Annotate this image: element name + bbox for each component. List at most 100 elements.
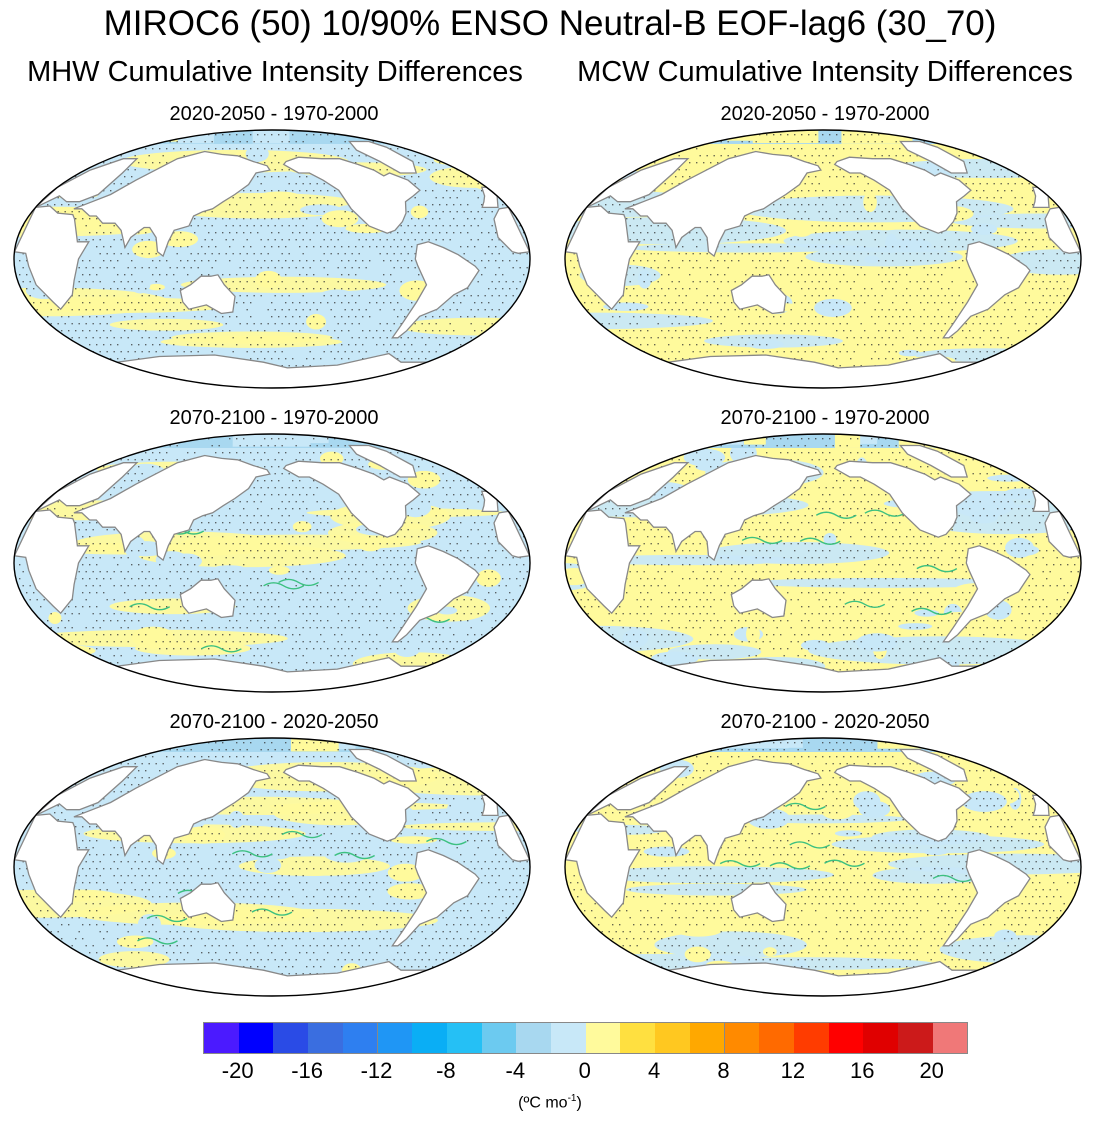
land-namerica: [833, 460, 972, 538]
colorbar-tick-label: 12: [780, 1058, 806, 1083]
colorbar-box: [655, 1023, 691, 1053]
land-africa: [14, 813, 90, 919]
land-antarctica: [115, 352, 429, 388]
land-samerica: [942, 241, 1031, 339]
land-samerica: [391, 545, 480, 643]
land-europe: [586, 462, 690, 512]
panel-label-mhw-3: 2070-2100 - 2020-2050: [169, 711, 379, 733]
land-antarctica: [666, 960, 980, 996]
land-greenland: [899, 140, 969, 174]
map-panel-mcw-1: [564, 129, 1082, 389]
colorbar-tick-label: -8: [436, 1058, 456, 1083]
land-asia: [73, 150, 271, 258]
map-panel-mhw-3: [13, 737, 531, 997]
panel-label-mhw-1: 2020-2050 - 1970-2000: [169, 103, 379, 125]
colorbar-tick-label: -12: [360, 1058, 393, 1083]
land-greenland: [899, 748, 969, 782]
figure-title: MIROC6 (50) 10/90% ENSO Neutral-B EOF-la…: [103, 4, 997, 43]
land-greenland: [348, 748, 418, 782]
land-europe: [35, 158, 139, 208]
colorbar-box: [238, 1023, 275, 1053]
land-europe2: [1031, 186, 1050, 209]
colorbar-box: [446, 1023, 483, 1053]
land-antarctica: [115, 656, 429, 692]
land-africa2: [493, 814, 530, 862]
colorbar-box: [308, 1023, 344, 1053]
land-namerica: [282, 156, 421, 234]
colorbar-box: [412, 1023, 448, 1053]
land-samerica: [391, 849, 480, 947]
land-europe: [35, 766, 139, 816]
land-europe: [586, 766, 690, 816]
land-europe2: [1031, 490, 1050, 513]
colorbar-box: [342, 1023, 379, 1053]
land-australia: [179, 882, 236, 923]
colorbar-box: [689, 1023, 726, 1053]
map-border: [13, 737, 531, 997]
land-australia: [730, 274, 787, 315]
land-greenland: [348, 140, 418, 174]
land-samerica: [942, 849, 1031, 947]
land-africa2: [1044, 510, 1081, 558]
land-namerica: [833, 764, 972, 842]
colorbar-box: [204, 1023, 240, 1053]
map-border: [13, 433, 531, 693]
map-border: [564, 737, 1082, 997]
colorbar-box: [620, 1023, 657, 1053]
land-greenland: [348, 444, 418, 478]
colorbar-box: [898, 1023, 934, 1053]
land-europe2: [480, 186, 499, 209]
colorbar: [203, 1022, 969, 1054]
land-africa2: [1044, 206, 1081, 254]
land-asia: [624, 150, 822, 258]
panel-label-mhw-2: 2070-2100 - 1970-2000: [169, 407, 379, 429]
colorbar-box: [793, 1023, 830, 1053]
colorbar-box: [377, 1023, 414, 1053]
land-australia: [179, 578, 236, 619]
colorbar-box: [551, 1023, 587, 1053]
land-samerica: [391, 241, 480, 339]
land-antarctica: [666, 656, 980, 692]
land-africa2: [493, 510, 530, 558]
colorbar-units: (ºC mo-1): [518, 1093, 582, 1112]
colorbar-tick-label: 4: [647, 1058, 661, 1083]
panel-label-mcw-2: 2070-2100 - 1970-2000: [720, 407, 930, 429]
land-europe2: [1031, 794, 1050, 817]
map-panel-mcw-3: [564, 737, 1082, 997]
land-africa: [14, 509, 90, 615]
colorbar-tick-label: 0: [578, 1058, 591, 1083]
map-panel-mhw-2: [13, 433, 531, 693]
colorbar-tick-label: 20: [919, 1058, 944, 1083]
land-africa: [565, 205, 641, 311]
land-australia: [179, 274, 236, 315]
land-asia: [624, 758, 822, 866]
land-africa2: [493, 206, 530, 254]
land-europe2: [480, 794, 499, 817]
panel-label-mcw-3: 2070-2100 - 2020-2050: [720, 711, 930, 733]
map-border: [13, 129, 531, 389]
land-antarctica: [666, 352, 980, 388]
map-panel-mcw-2: [564, 433, 1082, 693]
colorbar-tick-label: 8: [717, 1058, 730, 1083]
land-africa2: [1044, 814, 1081, 862]
colorbar-box: [828, 1023, 865, 1053]
land-europe: [35, 462, 139, 512]
land-africa: [565, 509, 641, 615]
land-greenland: [899, 444, 969, 478]
map-border: [564, 433, 1082, 693]
panel-label-mcw-1: 2020-2050 - 1970-2000: [720, 103, 930, 125]
colorbar-box: [273, 1023, 310, 1053]
land-asia: [73, 758, 271, 866]
land-namerica: [282, 764, 421, 842]
colorbar-tick-label: -20: [221, 1058, 254, 1083]
colorbar-tick-label: -4: [505, 1058, 526, 1083]
colorbar-box: [585, 1023, 622, 1053]
land-australia: [730, 882, 787, 923]
column-title-mhw: MHW Cumulative Intensity Differences: [27, 56, 523, 88]
land-australia: [730, 578, 787, 619]
colorbar-box: [516, 1023, 552, 1053]
column-title-mcw: MCW Cumulative Intensity Differences: [577, 56, 1073, 88]
land-africa: [14, 205, 90, 311]
land-antarctica: [115, 960, 429, 996]
land-africa: [565, 813, 641, 919]
